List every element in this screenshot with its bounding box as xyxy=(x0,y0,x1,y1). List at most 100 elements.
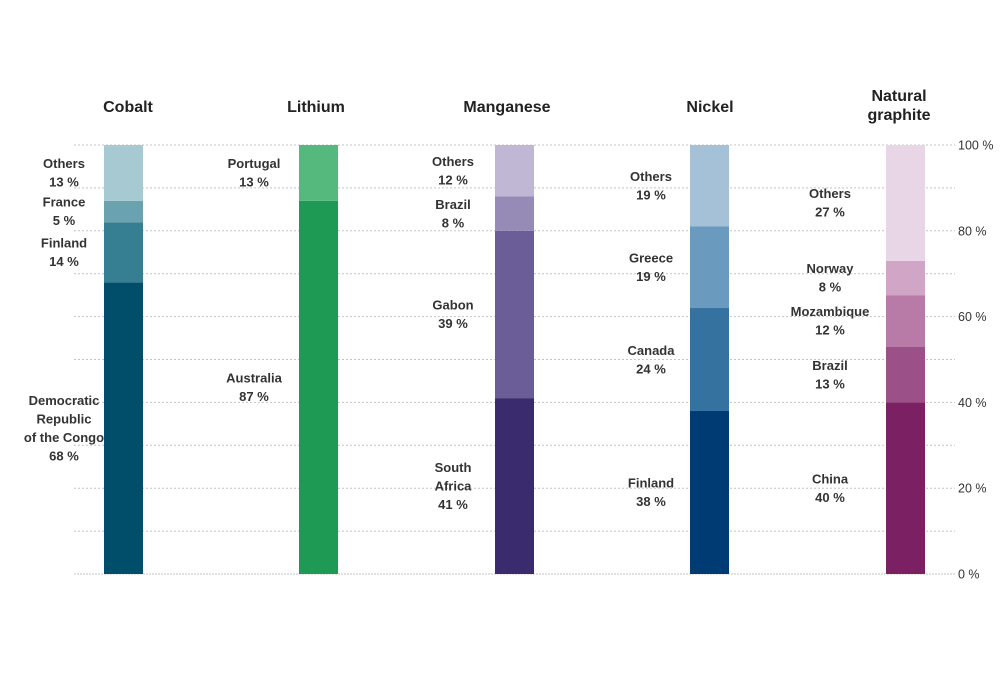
segment-label-name: Africa xyxy=(435,479,473,494)
segment-label: China 40 % xyxy=(812,471,849,505)
bar-segment xyxy=(495,145,534,197)
segment-label-name: Others xyxy=(432,154,474,169)
segment-label-percent: 19 % xyxy=(636,269,666,284)
segment-label-percent: 19 % xyxy=(636,188,666,203)
y-tick-label: 0 % xyxy=(958,568,980,582)
segment-label-name: of the Congo xyxy=(24,430,104,445)
y-tick-label: 20 % xyxy=(958,482,987,496)
segment-label-name: Portugal xyxy=(228,156,281,171)
segment-label: Others 27 % xyxy=(809,186,851,220)
column-title-line: Cobalt xyxy=(103,99,153,116)
labels-layer: 0 % 20 % 40 % 60 % 80 % 100 % Cobalt Democratic… xyxy=(24,88,994,582)
column-title-line: Manganese xyxy=(463,99,550,116)
column-title: Nickel xyxy=(686,99,733,116)
segment-label: Democratic Republic of the Congo 68 % xyxy=(24,393,104,464)
y-tick-label: 80 % xyxy=(958,224,987,238)
segment-label: Portugal 13 % xyxy=(228,156,281,190)
segment-label-percent: 13 % xyxy=(49,175,79,190)
bar-segment xyxy=(690,226,729,309)
segment-label: Mozambique 12 % xyxy=(791,304,870,338)
segment-label-name: Gabon xyxy=(432,298,473,313)
segment-label-percent: 8 % xyxy=(442,215,465,230)
segment-label-name: Brazil xyxy=(435,197,470,212)
y-tick-label: 60 % xyxy=(958,310,987,324)
segment-label-percent: 40 % xyxy=(815,490,845,505)
bar-segment xyxy=(886,346,925,403)
bar-segment xyxy=(495,398,534,574)
bar-segment xyxy=(495,230,534,399)
segment-label: South Africa 41 % xyxy=(435,460,473,512)
column-title: Manganese xyxy=(463,99,550,116)
bar-segment xyxy=(886,295,925,347)
segment-label: Finland 38 % xyxy=(628,476,674,510)
bar-segment xyxy=(886,402,925,574)
segment-label-percent: 68 % xyxy=(49,448,79,463)
segment-label-name: China xyxy=(812,471,849,486)
column-title: Cobalt xyxy=(103,99,153,116)
segment-label-name: Australia xyxy=(226,371,282,386)
segment-label-name: Others xyxy=(809,186,851,201)
segment-label: Australia 87 % xyxy=(226,371,282,405)
segment-label-name: Republic xyxy=(37,411,92,426)
segment-label: France 5 % xyxy=(43,195,86,229)
segment-label-name: South xyxy=(435,460,472,475)
column-title: Natural graphite xyxy=(867,88,930,124)
bar-segment xyxy=(299,200,338,574)
segment-label-name: Finland xyxy=(628,476,674,491)
segment-label-percent: 8 % xyxy=(819,280,842,295)
segment-label: Others 13 % xyxy=(43,156,85,190)
bar-segment xyxy=(495,196,534,231)
segment-label-percent: 24 % xyxy=(636,361,666,376)
column-title-line: Lithium xyxy=(287,99,345,116)
segment-label-name: Democratic xyxy=(29,393,100,408)
segment-label-name: Finland xyxy=(41,236,87,251)
segment-label-name: Greece xyxy=(629,251,673,266)
segment-label-percent: 14 % xyxy=(49,254,79,269)
bar-segment xyxy=(299,145,338,201)
segment-label-percent: 41 % xyxy=(438,497,468,512)
bar-segment xyxy=(886,260,925,296)
segment-label-name: Brazil xyxy=(812,358,847,373)
bar-segment xyxy=(690,410,729,574)
segment-label: Finland 14 % xyxy=(41,236,87,270)
bar-segment xyxy=(104,282,143,574)
bar-segment xyxy=(104,200,143,223)
segment-label-percent: 12 % xyxy=(438,172,468,187)
segment-label: Brazil 8 % xyxy=(435,197,470,231)
segment-label-percent: 38 % xyxy=(636,494,666,509)
segment-label-name: Mozambique xyxy=(791,304,870,319)
column-title-line: graphite xyxy=(867,107,930,124)
segment-label: Norway 8 % xyxy=(807,261,855,295)
bar-segment xyxy=(104,145,143,201)
y-tick-label: 40 % xyxy=(958,396,987,410)
segment-label: Greece 19 % xyxy=(629,251,673,285)
segment-label-percent: 5 % xyxy=(53,213,76,228)
segment-label-name: Others xyxy=(630,169,672,184)
column-title: Lithium xyxy=(287,99,345,116)
bar-segment xyxy=(104,222,143,283)
segment-label-name: Canada xyxy=(628,343,676,358)
segment-label: Others 12 % xyxy=(432,154,474,188)
segment-label-percent: 27 % xyxy=(815,205,845,220)
bar-segment xyxy=(690,308,729,411)
segment-label: Brazil 13 % xyxy=(812,358,847,392)
segment-label-name: Others xyxy=(43,156,85,171)
segment-label-percent: 13 % xyxy=(815,376,845,391)
bar-segment xyxy=(690,145,729,227)
segment-label: Others 19 % xyxy=(630,169,672,203)
segment-label-percent: 13 % xyxy=(239,175,269,190)
segment-label-name: France xyxy=(43,195,86,210)
column-title-line: Nickel xyxy=(686,99,733,116)
segment-label-percent: 12 % xyxy=(815,323,845,338)
y-tick-label: 100 % xyxy=(958,139,993,153)
segment-label-percent: 87 % xyxy=(239,389,269,404)
segment-label-percent: 39 % xyxy=(438,316,468,331)
segment-label: Canada 24 % xyxy=(628,343,676,377)
bars-layer xyxy=(104,145,925,574)
segment-label-name: Norway xyxy=(807,261,855,276)
segment-label: Gabon 39 % xyxy=(432,298,473,332)
column-title-line: Natural xyxy=(871,88,926,105)
bar-segment xyxy=(886,145,925,261)
